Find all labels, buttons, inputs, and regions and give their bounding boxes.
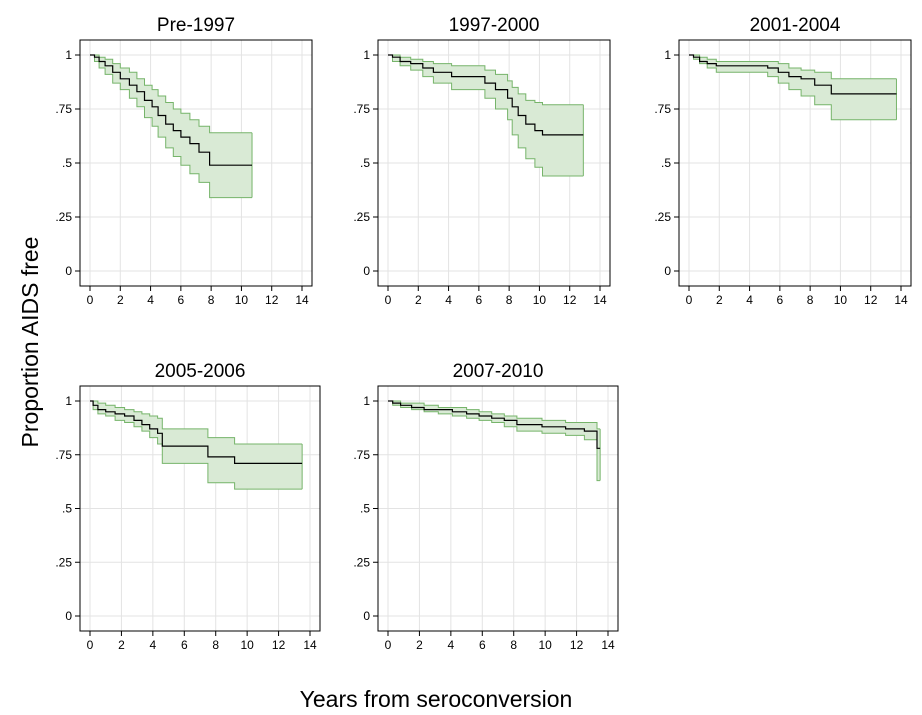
upper-bound-line xyxy=(388,400,601,430)
x-tick-label: 8 xyxy=(807,293,814,307)
x-tick-label: 12 xyxy=(265,293,279,307)
survival-curve xyxy=(388,400,601,449)
y-tick-label: 1 xyxy=(363,48,370,62)
y-tick-label: .5 xyxy=(62,156,72,170)
x-tick-label: 14 xyxy=(601,638,615,652)
confidence-band xyxy=(388,55,584,176)
y-tick-label: 0 xyxy=(65,264,72,278)
panel-Pre-1997: 0 2 4 6 8 10 12 14 0 .25 .5 .75 1 Pre-1997 xyxy=(55,15,313,307)
x-tick-label: 14 xyxy=(295,293,309,307)
x-tick-label: 10 xyxy=(533,293,547,307)
x-tick-label: 6 xyxy=(777,293,784,307)
survival-curve xyxy=(90,400,303,464)
y-tick-label: .25 xyxy=(654,210,671,224)
y-tick-label: 1 xyxy=(664,48,671,62)
y-tick-label: 0 xyxy=(363,264,370,278)
x-tick-label: 10 xyxy=(538,638,552,652)
y-tick-label: .75 xyxy=(55,448,72,462)
x-tick-label: 12 xyxy=(563,293,577,307)
x-tick-label: 0 xyxy=(385,293,392,307)
upper-bound-line xyxy=(90,400,303,445)
x-tick-label: 10 xyxy=(235,293,249,307)
x-tick-label: 0 xyxy=(87,638,94,652)
x-tick-label: 2 xyxy=(117,293,124,307)
lower-bound-line xyxy=(388,54,584,177)
x-tick-label: 12 xyxy=(272,638,286,652)
y-tick-label: .75 xyxy=(654,102,671,116)
confidence-band xyxy=(90,55,252,198)
upper-bound-line xyxy=(388,54,584,106)
x-tick-label: 4 xyxy=(746,293,753,307)
y-tick-label: .75 xyxy=(353,102,370,116)
upper-bound-line xyxy=(90,54,252,134)
confidence-band xyxy=(689,55,897,120)
x-tick-label: 8 xyxy=(212,638,219,652)
x-tick-label: 10 xyxy=(834,293,848,307)
x-tick-label: 12 xyxy=(864,293,878,307)
panel-title: 2007-2010 xyxy=(453,361,544,382)
x-tick-label: 12 xyxy=(570,638,584,652)
y-tick-label: .75 xyxy=(55,102,72,116)
x-tick-label: 8 xyxy=(510,638,517,652)
panel-title: 1997-2000 xyxy=(449,15,540,36)
y-tick-label: .5 xyxy=(661,156,671,170)
y-tick-label: 0 xyxy=(664,264,671,278)
y-tick-label: .25 xyxy=(55,210,72,224)
x-tick-label: 14 xyxy=(894,293,908,307)
y-tick-label: .25 xyxy=(55,555,72,569)
x-tick-label: 6 xyxy=(476,293,483,307)
x-tick-label: 8 xyxy=(208,293,215,307)
lower-bound-line xyxy=(90,54,252,199)
x-tick-label: 6 xyxy=(178,293,185,307)
x-tick-label: 4 xyxy=(150,638,157,652)
x-tick-label: 2 xyxy=(118,638,125,652)
x-tick-label: 2 xyxy=(716,293,723,307)
y-axis-title: Proportion AIDS free xyxy=(17,237,43,448)
y-tick-label: 0 xyxy=(65,609,72,623)
panel-2001-2004: 0 2 4 6 8 10 12 14 0 .25 .5 .75 1 2001-2004 xyxy=(654,15,912,307)
x-tick-label: 4 xyxy=(147,293,154,307)
x-tick-label: 4 xyxy=(445,293,452,307)
panel-2005-2006: 0 2 4 6 8 10 12 14 0 .25 .5 .75 1 2005-2006 xyxy=(55,361,321,652)
y-tick-label: 1 xyxy=(65,394,72,408)
x-tick-label: 4 xyxy=(448,638,455,652)
x-tick-label: 6 xyxy=(181,638,188,652)
y-tick-label: .75 xyxy=(353,448,370,462)
y-tick-label: 1 xyxy=(65,48,72,62)
survival-curve xyxy=(90,54,252,166)
y-tick-label: 1 xyxy=(363,394,370,408)
x-tick-label: 14 xyxy=(593,293,607,307)
panel-title: 2001-2004 xyxy=(750,15,841,36)
y-tick-label: .25 xyxy=(353,210,370,224)
x-tick-label: 8 xyxy=(506,293,513,307)
panel-1997-2000: 0 2 4 6 8 10 12 14 0 .25 .5 .75 1 1997-2000 xyxy=(353,15,611,307)
y-tick-label: 0 xyxy=(363,609,370,623)
x-tick-label: 0 xyxy=(686,293,693,307)
x-tick-label: 6 xyxy=(479,638,486,652)
x-axis-title: Years from seroconversion xyxy=(300,686,573,712)
survival-curve xyxy=(388,54,584,136)
x-tick-label: 0 xyxy=(385,638,392,652)
x-tick-label: 2 xyxy=(415,293,422,307)
y-tick-label: .5 xyxy=(62,502,72,516)
panel-2007-2010: 0 2 4 6 8 10 12 14 0 .25 .5 .75 1 2007-2010 xyxy=(353,361,619,652)
x-tick-label: 14 xyxy=(303,638,317,652)
lower-bound-line xyxy=(90,400,303,490)
survival-curve xyxy=(689,54,897,95)
panel-title: 2005-2006 xyxy=(155,361,246,382)
y-tick-label: .5 xyxy=(360,502,370,516)
x-tick-label: 2 xyxy=(416,638,423,652)
x-tick-label: 10 xyxy=(240,638,254,652)
y-tick-label: .25 xyxy=(353,555,370,569)
confidence-band xyxy=(90,401,303,490)
upper-bound-line xyxy=(689,54,897,80)
x-tick-label: 0 xyxy=(87,293,94,307)
panel-title: Pre-1997 xyxy=(157,15,235,36)
y-tick-label: .5 xyxy=(360,156,370,170)
